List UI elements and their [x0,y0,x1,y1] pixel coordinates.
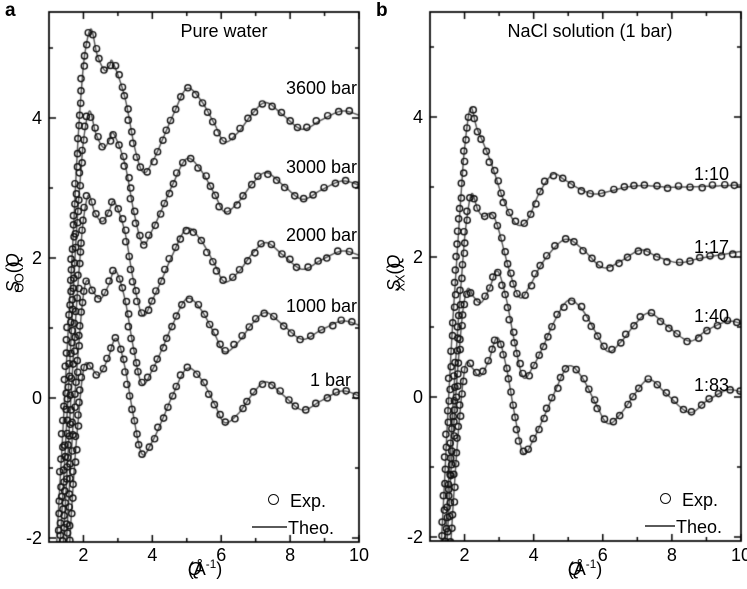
y-tick-label-b--2: -2 [406,527,423,547]
y-tick-label-b-0: 0 [412,387,423,407]
curve-label-1-40: 1:40 [693,306,729,326]
y-tick-label-a-4: 4 [31,108,42,128]
panel-a-legend-theo-label: Theo. [288,518,335,538]
x-tick-label-a-8: 8 [285,545,296,565]
x-tick-label-b-4: 4 [528,545,539,565]
curve-label-1-17: 1:17 [693,237,729,257]
curve-label-3000-bar: 3000 bar [285,157,357,177]
x-tick-label-a-10: 10 [348,545,370,565]
x-tick-label-a-6: 6 [216,545,227,565]
panel-a-legend-theo-line-icon [252,526,287,528]
panel-b-x-axis-label: Q (Å-1) [567,558,603,579]
y-tick-label-b-2: 2 [412,247,423,267]
y-tick-label-a-0: 0 [31,388,42,408]
curve-label-3600-bar: 3600 bar [285,78,357,98]
panel-a-legend-exp-label: Exp. [290,491,327,511]
panel-b-y-axis-label: S XX(Q) [384,254,408,292]
curve-label-1-bar: 1 bar [309,370,351,390]
panel-letter-a: a [5,0,16,21]
curve-label-1-83: 1:83 [693,375,729,395]
curve-label-1-10: 1:10 [693,164,729,184]
panel-a-title: Pure water [180,21,268,41]
y-tick-label-a--2: -2 [25,528,42,548]
panel-b-legend-exp-label: Exp. [682,490,719,510]
panel-b-legend-theo-line-icon [645,525,675,527]
panel-letter-b: b [376,0,388,21]
y-tick-label-b-4: 4 [412,107,423,127]
x-tick-label-b-8: 8 [666,545,677,565]
curve-label-2000-bar: 2000 bar [285,225,357,245]
panel-a-x-axis-label: Q (Å-1) [187,558,223,579]
panel-b-title: NaCl solution (1 bar) [507,21,673,41]
x-tick-label-b-6: 6 [597,545,608,565]
x-tick-label-a-2: 2 [78,545,89,565]
panel-a-y-axis-label: S OO(Q) [3,253,27,293]
panel-b-legend-theo-label: Theo. [676,517,723,537]
y-tick-label-a-2: 2 [31,248,42,268]
panel-b-legend-exp-marker-icon [660,493,671,504]
x-tick-label-a-4: 4 [147,545,158,565]
x-tick-label-b-10: 10 [730,545,747,565]
curve-label-1000-bar: 1000 bar [285,296,357,316]
panel-a-legend-exp-marker-icon [268,494,279,505]
x-tick-label-b-2: 2 [459,545,470,565]
